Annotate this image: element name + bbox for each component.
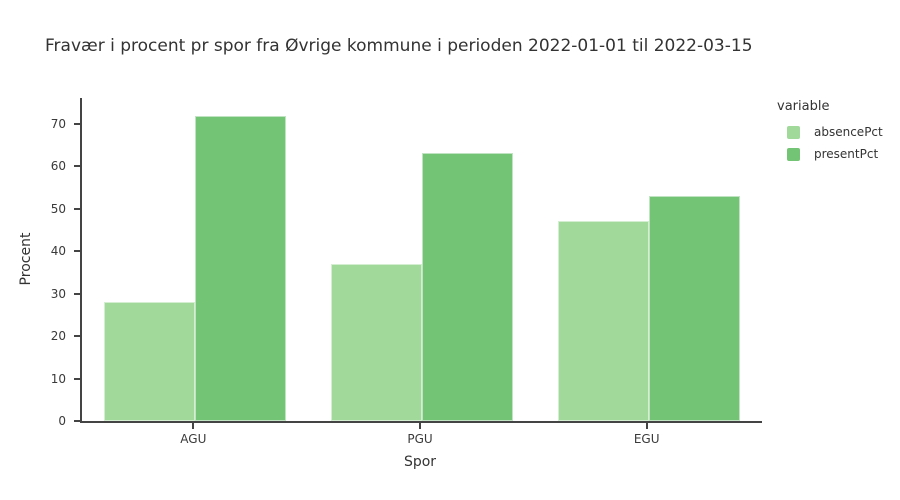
y-tick-mark <box>74 165 80 168</box>
bar-absencePct-EGU[interactable] <box>557 220 649 421</box>
bar-presentPct-PGU[interactable] <box>422 153 513 421</box>
y-tick-label: 60 <box>50 159 66 174</box>
chart-title: Fravær i procent pr spor fra Øvrige komm… <box>45 36 753 56</box>
bar-presentPct-EGU[interactable] <box>648 196 740 421</box>
legend: variable absencePct presentPct <box>777 99 883 165</box>
y-tick-mark <box>74 420 80 422</box>
legend-label: presentPct <box>814 147 879 161</box>
y-axis-title: Procent <box>18 232 34 286</box>
y-tick-mark <box>74 122 80 125</box>
plot-area[interactable] <box>80 98 762 423</box>
bar-absencePct-AGU[interactable] <box>104 301 196 421</box>
legend-title: variable <box>777 99 830 114</box>
x-tick-label: PGU <box>407 432 433 446</box>
y-tick-mark <box>74 292 80 295</box>
y-tick-label: 10 <box>50 371 66 386</box>
x-tick-mark <box>192 423 195 429</box>
y-tick-label: 70 <box>50 116 66 131</box>
x-tick-label: EGU <box>633 432 660 446</box>
y-tick-mark <box>74 250 80 253</box>
x-tick-mark <box>645 423 648 429</box>
y-tick-mark <box>74 377 80 380</box>
legend-items: absencePct presentPct <box>777 121 883 165</box>
legend-swatch-icon <box>787 125 800 139</box>
y-tick-mark <box>74 335 80 338</box>
y-tick-label: 20 <box>50 329 66 344</box>
legend-swatch-icon <box>787 147 800 161</box>
legend-item-presentPct[interactable]: presentPct <box>777 143 883 165</box>
x-tick-label: AGU <box>180 432 207 446</box>
bar-presentPct-AGU[interactable] <box>195 115 287 421</box>
y-tick-label: 0 <box>58 414 66 428</box>
x-tick-mark <box>419 423 421 429</box>
bar-absencePct-PGU[interactable] <box>331 264 422 421</box>
y-tick-label: 30 <box>50 286 66 301</box>
y-tick-label: 40 <box>50 244 66 259</box>
y-tick-mark <box>74 207 80 210</box>
legend-item-absencePct[interactable]: absencePct <box>777 121 883 143</box>
y-tick-label: 50 <box>50 201 66 216</box>
legend-label: absencePct <box>814 125 883 139</box>
x-axis-title: Spor <box>403 454 437 470</box>
